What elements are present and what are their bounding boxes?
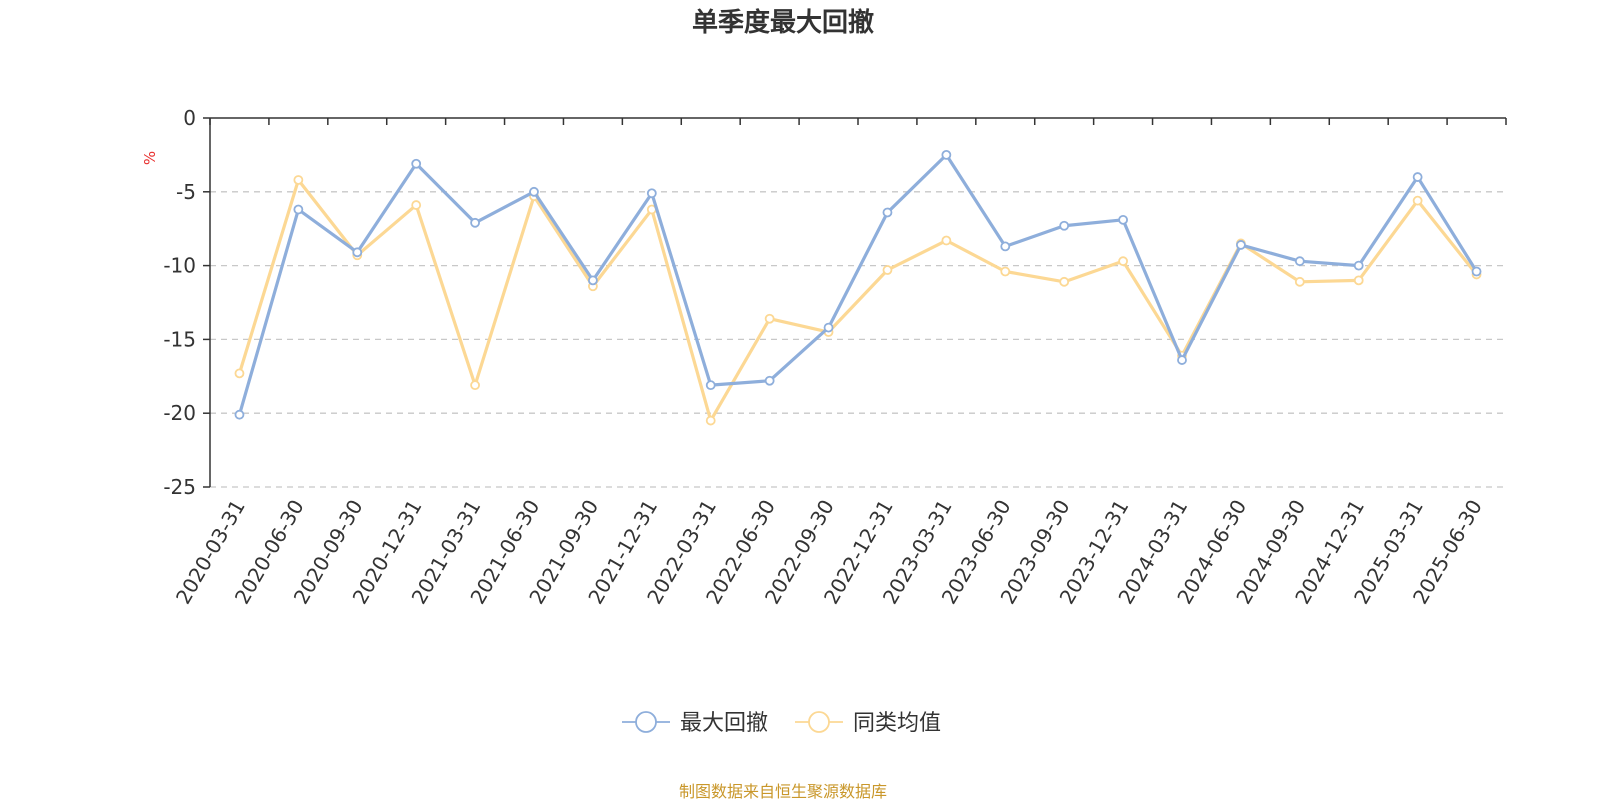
series-line-1 xyxy=(237,153,1478,416)
y-tick-label: -5 xyxy=(176,180,196,204)
data-point xyxy=(1236,240,1246,250)
source-note: 制图数据来自恒生聚源数据库 xyxy=(678,782,887,801)
data-point xyxy=(1294,256,1305,267)
y-tick-label: -20 xyxy=(163,401,196,425)
data-point xyxy=(1353,260,1364,271)
data-point xyxy=(764,375,775,386)
legend-marker-icon xyxy=(808,711,830,733)
series-layer xyxy=(234,149,1482,426)
data-point xyxy=(823,322,834,333)
data-point xyxy=(1059,220,1070,231)
data-point xyxy=(293,204,304,215)
y-tick-label: 0 xyxy=(183,106,196,130)
chart-title: 单季度最大回撤 xyxy=(691,8,874,38)
data-point xyxy=(705,415,716,426)
data-point xyxy=(1294,276,1305,287)
legend-label: 最大回撤 xyxy=(680,711,768,736)
line-chart: 0-5-10-15-20-25%2020-03-312020-06-302020… xyxy=(141,106,1507,736)
data-point xyxy=(646,188,657,199)
data-point xyxy=(234,409,245,420)
legend-item-2[interactable]: 同类均值 xyxy=(795,711,941,736)
data-point xyxy=(588,275,598,286)
data-point xyxy=(470,217,480,228)
data-point xyxy=(529,186,539,197)
data-point xyxy=(882,265,893,275)
data-point xyxy=(1000,241,1011,252)
axis-layer: 0-5-10-15-20-25%2020-03-312020-06-302020… xyxy=(141,106,1507,608)
data-point xyxy=(1177,355,1187,365)
data-point xyxy=(705,380,716,391)
data-point xyxy=(1118,214,1128,225)
data-point xyxy=(411,200,422,210)
legend-item-1[interactable]: 最大回撤 xyxy=(622,711,768,736)
data-point xyxy=(1412,172,1423,182)
data-point xyxy=(1412,195,1423,206)
data-point xyxy=(293,175,304,185)
y-tick-label: -10 xyxy=(163,254,196,278)
data-point xyxy=(352,247,363,258)
data-point xyxy=(882,207,893,218)
data-point xyxy=(1118,256,1128,267)
data-point xyxy=(1353,275,1364,286)
data-point xyxy=(1471,266,1482,277)
legend-label: 同类均值 xyxy=(853,711,941,736)
data-point xyxy=(764,313,775,324)
data-point xyxy=(1059,276,1070,287)
y-axis-unit-label: % xyxy=(141,151,159,165)
data-point xyxy=(941,235,952,246)
y-tick-label: -25 xyxy=(163,475,196,499)
data-point xyxy=(1000,266,1011,277)
data-point xyxy=(470,380,480,391)
data-point xyxy=(411,158,422,169)
data-point xyxy=(234,368,245,379)
y-tick-label: -15 xyxy=(163,327,196,351)
data-point xyxy=(941,149,952,160)
series-line-2 xyxy=(237,178,1478,423)
legend[interactable]: 最大回撤 同类均值 xyxy=(622,711,941,736)
legend-marker-icon xyxy=(635,711,657,733)
grid-layer xyxy=(210,191,1506,488)
